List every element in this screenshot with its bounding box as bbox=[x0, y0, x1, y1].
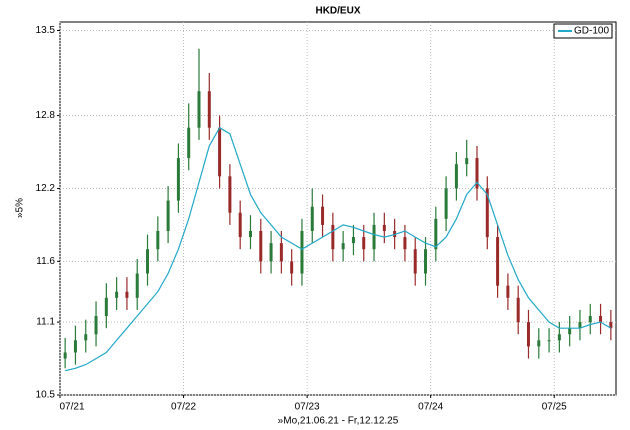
candle-body bbox=[300, 230, 304, 274]
x-axis-label: »Mo,21.06.21 - Fr,12.12.25 bbox=[278, 416, 399, 427]
candle-body bbox=[279, 243, 283, 262]
candle-body bbox=[454, 164, 458, 189]
candle-body bbox=[547, 340, 551, 342]
candle-body bbox=[248, 230, 252, 238]
y-tick-label: 12.2 bbox=[36, 183, 56, 194]
candle-body bbox=[537, 340, 541, 347]
candle-body bbox=[465, 158, 469, 165]
candle-body bbox=[424, 249, 428, 274]
candle-body bbox=[434, 218, 438, 250]
x-tick-label: 07/21 bbox=[59, 402, 84, 413]
candle-body bbox=[362, 237, 366, 250]
candle-body bbox=[557, 334, 561, 341]
plot-frame bbox=[59, 21, 617, 396]
candle-body bbox=[269, 243, 273, 262]
x-tick-label: 07/25 bbox=[542, 402, 567, 413]
y-axis-label: »5% bbox=[15, 198, 26, 218]
candle-body bbox=[156, 230, 160, 250]
candle-body bbox=[238, 212, 242, 238]
candle-body bbox=[115, 291, 119, 298]
candle-body bbox=[599, 316, 603, 323]
candle-body bbox=[73, 340, 77, 353]
candle-body bbox=[506, 285, 510, 298]
y-tick-label: 10.5 bbox=[36, 390, 56, 401]
legend-label: GD-100 bbox=[574, 26, 609, 37]
candle-body bbox=[290, 261, 294, 274]
candle-body bbox=[475, 158, 479, 189]
candle-body bbox=[166, 200, 170, 231]
candle-body bbox=[588, 316, 592, 323]
candle-body bbox=[372, 224, 376, 250]
candle-body bbox=[310, 206, 314, 231]
ma-line bbox=[64, 126, 612, 372]
candle-body bbox=[125, 291, 129, 298]
candle-body bbox=[228, 176, 232, 213]
y-tick-label: 12.8 bbox=[36, 110, 56, 121]
candle-body bbox=[84, 334, 88, 341]
candle-body bbox=[331, 224, 335, 250]
legend-box bbox=[553, 23, 613, 39]
candle-body bbox=[444, 188, 448, 219]
candle-body bbox=[568, 328, 572, 335]
candle-body bbox=[341, 243, 345, 250]
candle-body bbox=[187, 127, 191, 159]
candle-body bbox=[321, 206, 325, 225]
candle-body bbox=[413, 249, 417, 274]
candle-body bbox=[104, 297, 108, 317]
candle-body bbox=[609, 322, 613, 329]
candle-body bbox=[94, 316, 98, 335]
y-tick-label: 11.1 bbox=[36, 317, 55, 328]
candle-body bbox=[403, 237, 407, 250]
x-tick-label: 07/23 bbox=[295, 402, 320, 413]
candle-body bbox=[146, 249, 150, 274]
candle-body bbox=[526, 322, 530, 347]
candle-body bbox=[516, 297, 520, 323]
chart-title: HKD/EUX bbox=[315, 6, 360, 17]
candle-body bbox=[485, 188, 489, 238]
candle-body bbox=[207, 91, 211, 128]
candle-body bbox=[382, 224, 386, 231]
x-tick-label: 07/22 bbox=[171, 402, 196, 413]
candle-body bbox=[578, 322, 582, 329]
candle-body bbox=[176, 158, 180, 201]
x-tick-label: 07/24 bbox=[418, 402, 443, 413]
candle-body bbox=[63, 352, 67, 359]
candle-body bbox=[259, 230, 263, 262]
candle-body bbox=[496, 237, 500, 286]
candle-body bbox=[135, 273, 139, 298]
candle-body bbox=[218, 127, 222, 177]
y-tick-label: 11.6 bbox=[36, 256, 55, 267]
y-tick-label: 13.5 bbox=[36, 25, 56, 36]
candle-body bbox=[197, 91, 201, 128]
candle-body bbox=[351, 237, 355, 244]
